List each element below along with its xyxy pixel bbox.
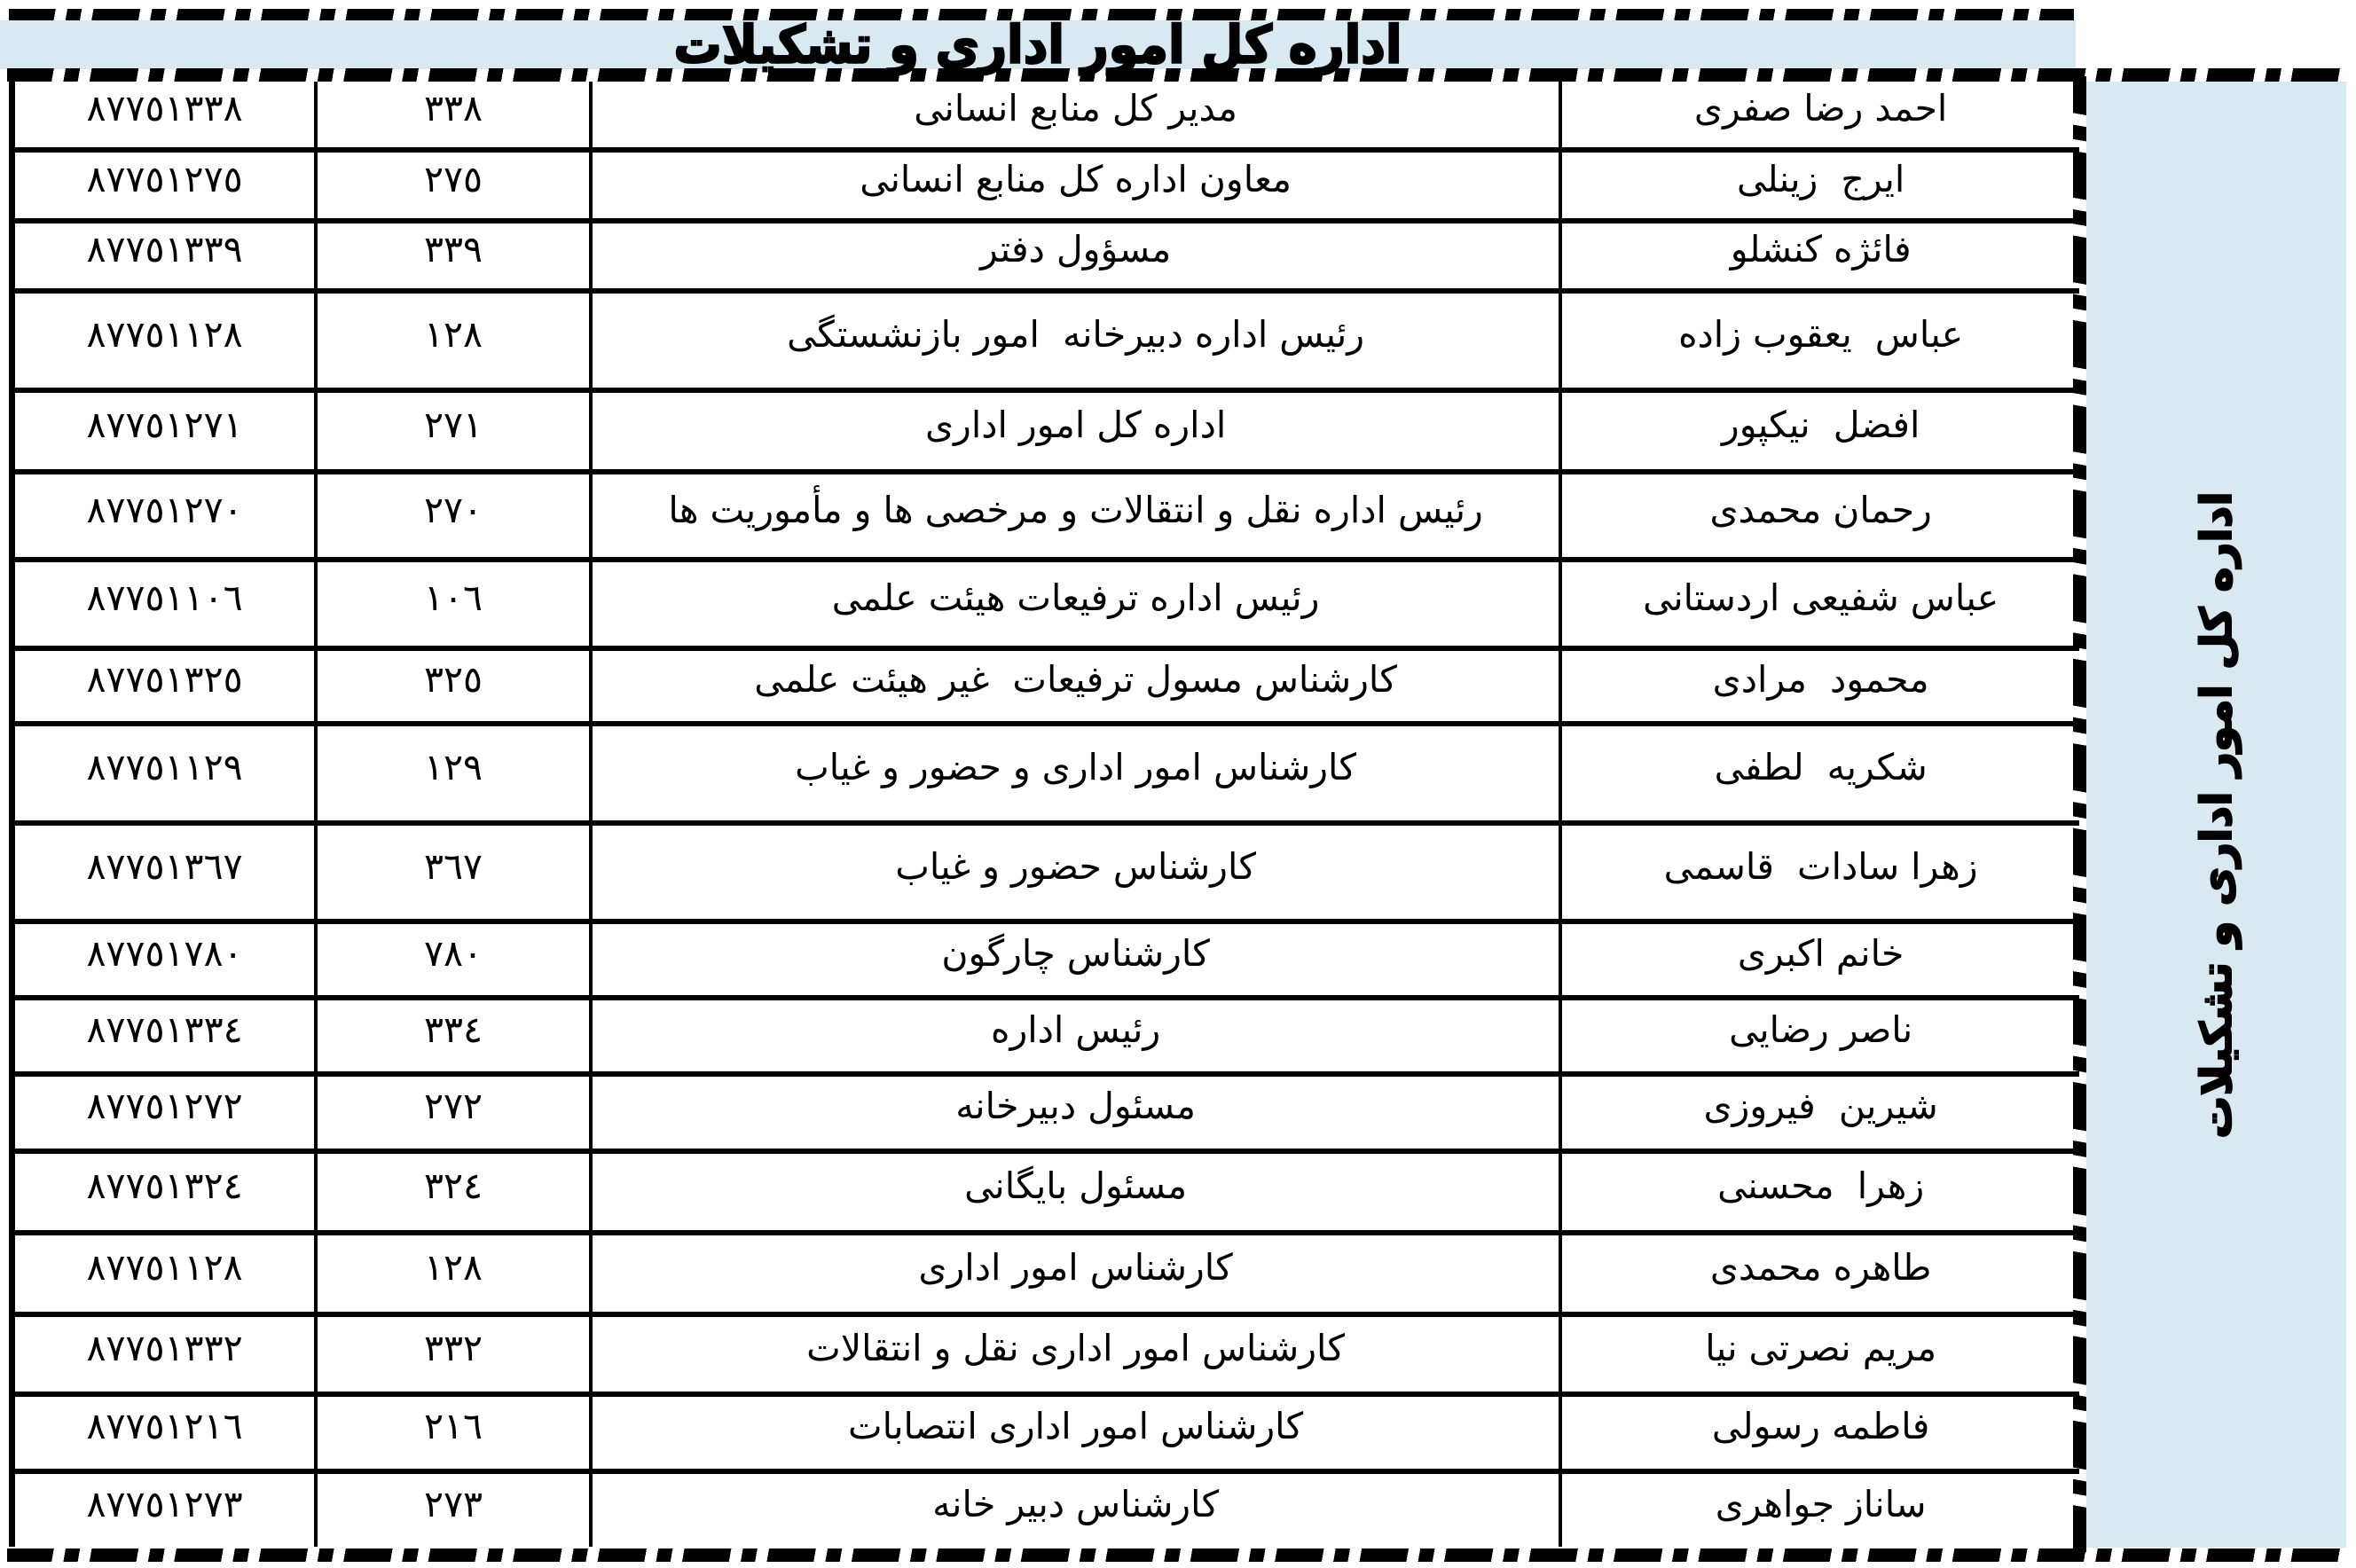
cell-phone-number: ٨٧٧٥١٣٣٨: [15, 82, 315, 153]
cell-employee-name: مریم نصرتی نیا: [1559, 1316, 2079, 1397]
cell-employee-name: زهرا سادات قاسمی: [1559, 826, 2079, 925]
cell-employee-name: طاهره محمدی: [1559, 1235, 2079, 1317]
cell-extension: ٣٣٨: [314, 82, 589, 153]
cell-extension: ٢٧٢: [314, 1076, 589, 1155]
cell-extension: ٣٣٢: [314, 1316, 589, 1397]
cell-extension: ٢٧٣: [314, 1474, 589, 1547]
cell-job-title: کارشناس امور اداری: [588, 1235, 1559, 1317]
cell-phone-number: ٨٧٧٥١٣٦٧: [15, 826, 315, 925]
cell-job-title: کارشناس امور اداری و حضور و غیاب: [588, 725, 1559, 827]
cell-phone-number: ٨٧٧٥١٢١٦: [15, 1397, 315, 1475]
cell-employee-name: زهرا محسنی: [1559, 1154, 2079, 1236]
cell-employee-name: محمود مرادی: [1559, 651, 2079, 726]
cell-employee-name: عباس شفیعی اردستانی: [1559, 562, 2079, 652]
cell-phone-number: ٨٧٧٥١٢٧٠: [15, 474, 315, 563]
cell-employee-name: احمد رضا صفری: [1559, 82, 2079, 153]
cell-employee-name: عباس یعقوب زاده: [1559, 294, 2079, 393]
cell-phone-number: ٨٧٧٥١١٢٨: [15, 1235, 315, 1317]
cell-job-title: رئیس اداره دبیرخانه امور بازنشستگی: [588, 294, 1559, 393]
cell-employee-name: شکریه لطفی: [1559, 725, 2079, 827]
top-dash-border: [9, 9, 2074, 22]
page-title: اداره کل امور اداری و تشکیلات: [672, 13, 1402, 74]
cell-extension: ٢٧٥: [314, 152, 589, 223]
cell-employee-name: افضل نیکپور: [1559, 392, 2079, 474]
cell-job-title: معاون اداره کل منابع انسانی: [588, 152, 1559, 223]
cell-phone-number: ٨٧٧٥١٢٧٢: [15, 1077, 315, 1155]
cell-employee-name: ساناز جواهری: [1559, 1474, 2079, 1547]
side-dash-border: [2073, 76, 2086, 1552]
cell-job-title: کارشناس امور اداری انتصابات: [588, 1396, 1559, 1475]
side-banner-title: اداره کل امور اداری و تشکیلات: [2191, 490, 2242, 1140]
cell-employee-name: رحمان محمدی: [1559, 474, 2079, 563]
cell-job-title: اداره کل امور اداری: [588, 392, 1559, 474]
cell-extension: ٢١٦: [314, 1396, 589, 1475]
cell-phone-number: ٨٧٧٥١٢٧٣: [86, 1483, 243, 1526]
header-bottom-dash-border: [7, 68, 2349, 82]
cell-phone-number: ٨٧٧٥١٣٢٤: [15, 1154, 315, 1236]
cell-phone-number: ٨٧٧٥١١٢٨: [15, 294, 315, 393]
cell-extension: ١٢٩: [314, 725, 589, 827]
cell-job-title: رئیس اداره ترفیعات هیئت علمی: [588, 562, 1559, 652]
cell-extension: ٢٧٠: [314, 474, 589, 563]
staff-table: احمد رضا صفری مدیر کل منابع انسانی ٣٣٨ ٨…: [9, 82, 2079, 1547]
cell-phone-number: ٨٧٧٥١١٢٩: [15, 726, 315, 827]
cell-job-title: کارشناس امور اداری نقل و انتقالات: [588, 1316, 1559, 1397]
cell-job-title: کارشناس دبیر خانه: [588, 1474, 1559, 1547]
cell-employee-name: فائژه کنشلو: [1559, 223, 2079, 294]
cell-job-title: رئیس اداره: [588, 1000, 1559, 1077]
cell-phone-number: ٨٧٧٥١٢٧٥: [15, 153, 315, 223]
bottom-dash-border: [7, 1548, 2349, 1562]
cell-employee-name: شیرین فیروزی: [1559, 1076, 2079, 1155]
cell-extension: ٧٨٠: [314, 924, 589, 1000]
cell-phone-number: ٨٧٧٥١٣٣٩: [15, 223, 315, 294]
cell-job-title: کارشناس چارگون: [588, 924, 1559, 1000]
cell-extension: ٣٢٤: [314, 1154, 589, 1236]
cell-phone-number: ٨٧٧٥١٣٣٢: [15, 1317, 315, 1397]
cell-extension: ١٢٨: [314, 294, 589, 393]
cell-phone-number: ٨٧٧٥١٧٨٠: [15, 924, 315, 1000]
cell-extension: ١٢٨: [314, 1235, 589, 1317]
cell-job-title: کارشناس حضور و غیاب: [588, 826, 1559, 925]
cell-phone-number: ٨٧٧٥١١٠٦: [15, 562, 315, 652]
cell-job-title: مسئول دبیرخانه: [588, 1076, 1559, 1155]
cell-employee-name: ناصر رضایی: [1559, 1000, 2079, 1077]
cell-extension: ٣٣٩: [314, 223, 589, 294]
cell-extension: ٣٢٥: [314, 651, 589, 726]
cell-job-title: مدیر کل منابع انسانی: [588, 82, 1559, 153]
cell-job-title: رئیس اداره نقل و انتقالات و مرخصی ها و م…: [588, 474, 1559, 563]
cell-extension: ٣٦٧: [314, 826, 589, 925]
cell-job-title: مسؤول دفتر: [588, 223, 1559, 294]
cell-employee-name: خانم اکبری: [1559, 924, 2079, 1000]
cell-employee-name: ایرج زینلی: [1559, 152, 2079, 223]
cell-phone-number: ٨٧٧٥١٣٢٥: [15, 651, 315, 726]
cell-extension: ١٠٦: [314, 562, 589, 652]
cell-extension: ٣٣٤: [314, 1000, 589, 1077]
header-band: اداره کل امور اداری و تشکیلات: [0, 13, 2076, 74]
cell-job-title: مسئول بایگانی: [588, 1154, 1559, 1236]
cell-phone-number: ٨٧٧٥١٢٧١: [15, 393, 315, 474]
side-banner: اداره کل امور اداری و تشکیلات: [2086, 82, 2346, 1548]
cell-employee-name: فاطمه رسولی: [1559, 1396, 2079, 1475]
cell-extension: ٢٧١: [314, 392, 589, 474]
cell-job-title: کارشناس مسول ترفیعات غیر هیئت علمی: [588, 651, 1559, 726]
cell-phone-number: ٨٧٧٥١٣٣٤: [15, 1000, 315, 1077]
